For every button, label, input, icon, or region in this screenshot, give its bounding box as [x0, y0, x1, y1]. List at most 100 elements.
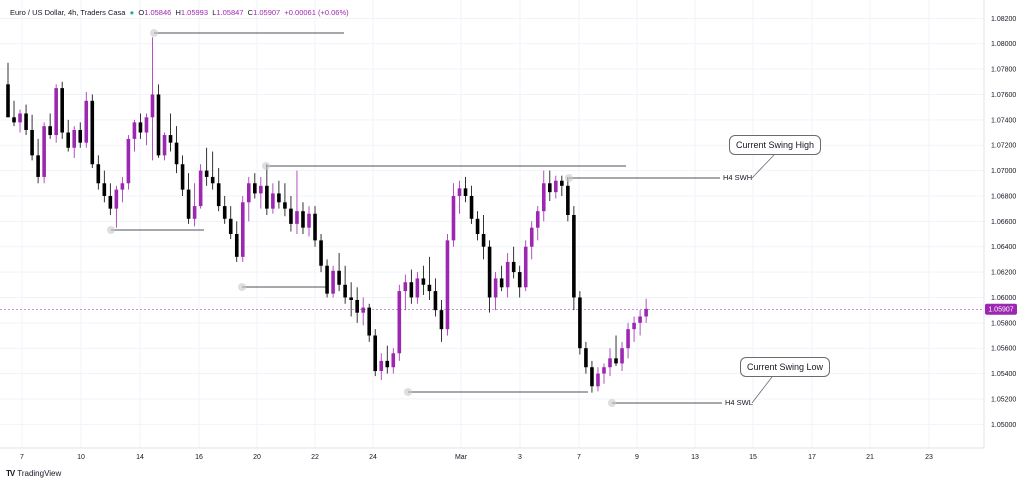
candle-body-75 — [457, 188, 462, 196]
candle-body-0 — [6, 84, 10, 118]
candle-71 — [433, 278, 438, 317]
candle-99 — [602, 363, 606, 384]
candle-body-104 — [632, 322, 636, 330]
candle-body-37 — [228, 218, 233, 235]
candle-body-7 — [48, 126, 52, 136]
x-tick-label-9: 7 — [577, 454, 581, 461]
candle-body-34 — [210, 176, 215, 184]
candle-18 — [114, 185, 119, 228]
candle-61 — [373, 329, 378, 377]
close-value: 1.05907 — [253, 8, 281, 17]
price-axis[interactable]: 1.08200 1.08000 1.07800 1.07600 1.07400 1.072… — [991, 16, 1016, 429]
last-price-badge — [985, 303, 1017, 315]
label-h4-swh[interactable]: H4 SWH — [723, 173, 752, 182]
candle-93 — [566, 176, 570, 222]
candle-49 — [301, 202, 305, 235]
candle-105 — [638, 310, 642, 336]
candle-body-31 — [192, 206, 197, 219]
candle-body-2 — [18, 113, 22, 123]
y-tick-label-3: 1.07600 — [991, 92, 1016, 99]
time-axis[interactable]: 7 10 14 16 20 22 24 Mar 3 7 9 13 15 17 21 23 — [20, 454, 933, 461]
candle-15 — [96, 155, 101, 190]
candle-5 — [36, 138, 40, 184]
label-h4-swl[interactable]: H4 SWL — [725, 398, 753, 407]
candle-body-35 — [216, 183, 221, 207]
candle-body-42 — [259, 185, 263, 194]
candle-body-25 — [156, 94, 161, 156]
candle-body-22 — [138, 122, 143, 133]
candle-19 — [120, 176, 125, 203]
candle-body-53 — [325, 265, 329, 294]
candle-66 — [403, 274, 408, 311]
candle-body-54 — [331, 270, 335, 294]
candle-body-58 — [355, 299, 359, 313]
candle-body-56 — [343, 284, 347, 298]
candle-81 — [493, 272, 498, 311]
x-tick-label-6: 24 — [369, 454, 377, 461]
swing-level-lines[interactable] — [111, 32, 775, 404]
candles[interactable] — [6, 37, 648, 393]
candle-68 — [415, 272, 420, 304]
candle-body-12 — [78, 129, 83, 143]
low-key: L — [212, 8, 217, 17]
candle-body-45 — [277, 193, 281, 203]
candle-body-40 — [247, 183, 251, 203]
x-tick-label-15: 23 — [925, 454, 933, 461]
candle-body-91 — [554, 180, 558, 193]
label-h4-swl-text: H4 SWL — [725, 398, 753, 407]
candle-77 — [469, 185, 474, 224]
candle-body-15 — [96, 164, 101, 184]
candle-74 — [451, 183, 456, 247]
candle-body-78 — [475, 218, 480, 235]
y-tick-label-1: 1.08000 — [991, 41, 1016, 48]
candle-body-50 — [307, 213, 311, 228]
candle-21 — [132, 119, 137, 152]
candle-39 — [240, 195, 245, 262]
candle-89 — [541, 170, 546, 222]
y-tick-label-15: 1.05200 — [991, 396, 1016, 403]
candle-98 — [596, 367, 600, 392]
candle-body-87 — [529, 227, 534, 247]
candle-38 — [234, 221, 239, 262]
candle-42 — [259, 176, 263, 209]
open-value: 1.05846 — [144, 8, 172, 17]
candle-body-72 — [439, 310, 444, 330]
candle-85 — [517, 265, 522, 298]
candle-body-20 — [126, 138, 131, 184]
symbol-legend: Euro / US Dollar, 4h, Traders Casa ● O1.… — [10, 8, 349, 17]
candle-body-82 — [499, 278, 504, 288]
swing-point-marker-4 — [404, 388, 412, 396]
x-tick-label-3: 16 — [195, 454, 203, 461]
candle-body-92 — [560, 180, 564, 186]
candle-26 — [162, 132, 167, 161]
candle-body-68 — [415, 278, 420, 298]
candle-10 — [66, 119, 70, 152]
callout-swing-high[interactable]: Current Swing High — [729, 135, 822, 155]
candle-6 — [42, 122, 46, 184]
candle-body-69 — [421, 278, 426, 285]
candle-33 — [204, 147, 209, 186]
candle-body-26 — [162, 135, 167, 156]
candle-51 — [313, 206, 317, 247]
candle-body-77 — [469, 195, 474, 219]
candle-body-43 — [265, 185, 269, 209]
candle-97 — [590, 360, 594, 393]
tradingview-branding[interactable]: TV TradingView — [6, 469, 61, 478]
candle-9 — [60, 81, 64, 139]
swing-point-marker-0 — [150, 29, 158, 37]
candle-12 — [78, 122, 83, 148]
candle-80 — [487, 240, 492, 313]
candle-35 — [216, 168, 221, 212]
x-tick-label-5: 22 — [311, 454, 319, 461]
candle-84 — [511, 246, 516, 279]
candle-54 — [331, 265, 335, 298]
candle-58 — [355, 287, 359, 323]
callout-swing-low[interactable]: Current Swing Low — [740, 357, 831, 377]
candle-91 — [554, 175, 558, 199]
candle-53 — [325, 259, 329, 298]
candle-body-74 — [451, 195, 456, 241]
candle-body-61 — [373, 335, 378, 372]
candle-43 — [265, 164, 269, 215]
candle-59 — [361, 297, 365, 326]
